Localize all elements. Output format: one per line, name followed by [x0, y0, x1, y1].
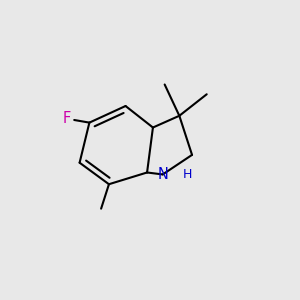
Text: H: H	[182, 168, 192, 181]
Text: N: N	[157, 167, 168, 182]
Text: F: F	[63, 111, 71, 126]
